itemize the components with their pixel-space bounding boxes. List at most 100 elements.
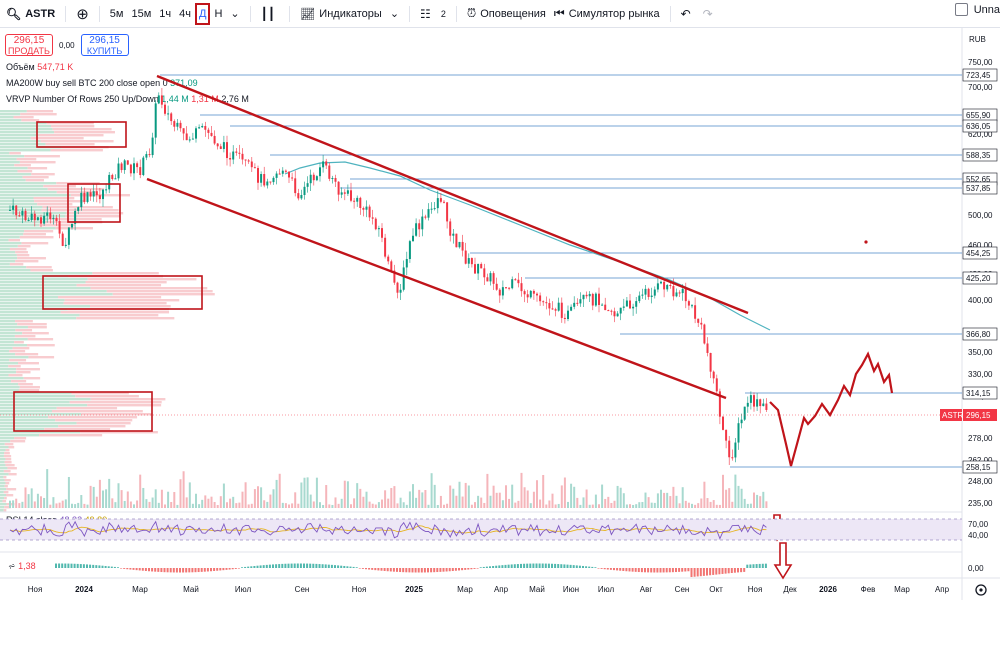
profile-down-bar	[85, 281, 167, 284]
layouts-button[interactable]: ☷ 2	[416, 3, 450, 25]
volume-bar	[288, 504, 290, 508]
volume-bar	[98, 479, 101, 508]
profile-up-bar	[0, 230, 25, 233]
volume-bar	[92, 486, 95, 508]
time-axis-label: Авг	[640, 585, 653, 594]
highlight-box[interactable]	[13, 391, 153, 432]
interval-1h[interactable]: 1ч	[159, 7, 172, 20]
order-panel: 296,15 ПРОДАТЬ 0,00 296,15 КУПИТЬ	[5, 34, 129, 56]
sell-button[interactable]: 296,15 ПРОДАТЬ	[5, 34, 53, 56]
profile-up-bar	[0, 392, 72, 395]
macd-bar	[225, 568, 228, 570]
ma-legend[interactable]: MA200W buy sell BTC 200 close open 0 371…	[6, 78, 198, 88]
macd-bar	[262, 565, 265, 568]
volume-bar	[666, 492, 669, 508]
volume-bar	[281, 502, 284, 508]
profile-up-bar	[0, 431, 81, 434]
volume-bar	[365, 491, 368, 508]
level-label-box	[962, 108, 998, 122]
indicators-button[interactable]: 📈︎ Индикаторы ⌄	[296, 3, 403, 25]
candle-body	[424, 216, 427, 218]
profile-down-bar	[76, 284, 162, 287]
profile-down-bar	[46, 122, 94, 125]
profile-down-bar	[64, 299, 180, 302]
checkbox-icon	[954, 3, 968, 16]
interval-15m[interactable]: 15м	[131, 7, 152, 20]
profile-up-bar	[0, 377, 24, 380]
chevron-down-icon: ⌄	[230, 8, 240, 20]
interval-dropdown[interactable]: ⌄	[226, 3, 243, 25]
volume-bar	[492, 485, 495, 508]
macd-bar	[433, 568, 436, 573]
interval-4h[interactable]: 4ч	[179, 7, 191, 20]
search-icon: 🔍︎	[6, 6, 22, 21]
candle-body	[666, 285, 669, 290]
profile-up-bar	[0, 440, 11, 443]
macd-bar	[464, 568, 467, 570]
highlight-box[interactable]	[36, 121, 127, 148]
price-axis[interactable]: RUB 750,00 700,00 620,00 580,00 540,00 500,00 4…	[940, 35, 998, 573]
arrow-down-icon	[767, 514, 787, 542]
profile-down-bar	[58, 425, 126, 428]
redo-button[interactable]: ↷	[699, 3, 721, 25]
candle-body	[18, 215, 21, 217]
profile-down-bar	[4, 497, 7, 500]
macd-bar	[82, 564, 85, 568]
gear-icon[interactable]	[975, 584, 987, 596]
candle-body	[650, 295, 653, 297]
candle-body	[269, 181, 272, 183]
candle-body	[613, 311, 616, 317]
time-axis-label: Мар	[457, 585, 473, 594]
drawings[interactable]	[13, 74, 894, 580]
highlight-box[interactable]	[67, 183, 121, 223]
macd-bar	[473, 568, 476, 569]
profile-up-bar	[0, 476, 4, 479]
candle-body	[136, 163, 139, 168]
macd-bar	[492, 566, 495, 568]
layout-name[interactable]: Unna	[954, 3, 1000, 16]
compare-button[interactable]: ⊕	[72, 3, 93, 25]
profile-up-bar	[0, 122, 47, 125]
vrvp-legend[interactable]: VRVP Number Of Rows 250 Up/Down 1,44 M 1…	[6, 94, 249, 104]
candle-body	[495, 283, 498, 290]
buy-button[interactable]: 296,15 КУПИТЬ	[80, 34, 129, 56]
forecast-path[interactable]	[769, 351, 894, 467]
profile-down-bar	[76, 317, 175, 320]
volume-bar	[684, 500, 687, 508]
upper-channel-line[interactable]	[156, 74, 749, 315]
replay-button[interactable]: ⏮︎ Симулятор рынка	[550, 3, 664, 25]
volume-bar	[244, 482, 247, 508]
macd-legend[interactable]: ⩫ 1,38	[8, 561, 36, 572]
interval-week[interactable]: Н	[214, 7, 223, 20]
volume-bar	[656, 493, 659, 508]
volume-bar	[598, 504, 600, 508]
macd-bar	[256, 565, 259, 568]
candle-body	[300, 195, 303, 199]
interval-day[interactable]: Д	[194, 2, 211, 25]
undo-button[interactable]: ↶	[677, 3, 699, 25]
rsi-legend[interactable]: RSI 14 close 48,33 49,80	[6, 515, 107, 525]
volume-bar	[306, 477, 309, 508]
volume-bar	[749, 503, 752, 508]
volume-legend[interactable]: Объём 547,71 K	[6, 62, 73, 72]
vrvp-legend-down: 1,31 M	[191, 94, 219, 104]
candle-body	[191, 138, 194, 140]
candle-body	[498, 289, 501, 296]
lower-channel-line[interactable]	[146, 177, 727, 400]
highlight-box[interactable]	[42, 275, 203, 310]
candle-body	[709, 352, 712, 372]
redo-icon: ↷	[702, 6, 713, 21]
interval-5m[interactable]: 5м	[109, 7, 124, 20]
profile-up-bar	[0, 242, 22, 245]
macd-bar	[148, 568, 150, 572]
profile-up-bar	[0, 128, 53, 131]
macd-bar	[73, 563, 76, 568]
time-axis[interactable]: Ноя 2024 Мар Май Июл Сен Ноя 2025 Мар Апр Май Июн Ию…	[28, 585, 950, 594]
symbol-search[interactable]: 🔍︎ ASTR	[0, 3, 59, 25]
profile-down-bar	[13, 116, 34, 119]
alerts-button[interactable]: ⏰︎ Оповещения	[463, 3, 550, 25]
chart-type-button[interactable]: ┃┃	[257, 3, 283, 25]
volume-bar	[520, 472, 523, 508]
profile-down-bar	[18, 383, 33, 386]
macd-bar	[504, 564, 507, 568]
